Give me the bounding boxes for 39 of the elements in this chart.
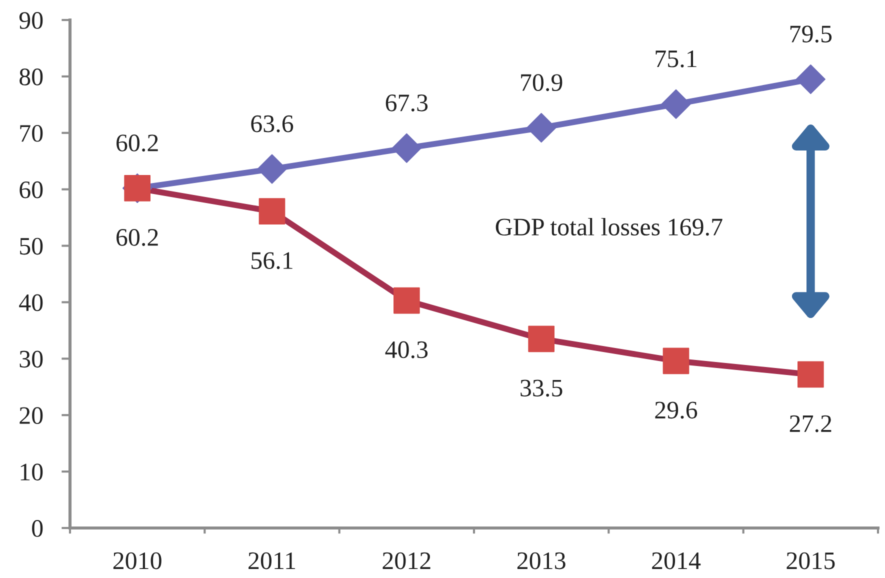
x-tick-label: 2012 — [382, 552, 430, 570]
data-label: 79.5 — [790, 26, 832, 43]
y-tick-label: 10 — [20, 464, 43, 480]
data-label: 60.2 — [116, 228, 158, 246]
point — [392, 133, 422, 163]
data-label: 75.1 — [656, 50, 696, 68]
y-tick-label: 40 — [19, 294, 43, 312]
annotation: GDP total losses 169.7 — [496, 218, 722, 236]
data-label: 33.5 — [520, 380, 562, 397]
y-tick-label: 20 — [20, 407, 43, 424]
y-tick-label: 90 — [19, 12, 43, 29]
point — [661, 89, 691, 119]
data-label: 63.6 — [251, 115, 294, 132]
x-tick-label: 2010 — [113, 552, 162, 570]
y-tick-label: 60 — [20, 181, 43, 198]
point — [528, 326, 555, 352]
y-tick-label: 30 — [20, 350, 43, 368]
data-label: 56.1 — [252, 252, 292, 270]
data-label: 70.9 — [521, 74, 562, 92]
data-label: 40.3 — [385, 341, 428, 358]
point — [797, 361, 824, 388]
data-label: 60.2 — [116, 134, 158, 152]
point — [257, 154, 287, 184]
point — [796, 64, 826, 94]
y-tick-label: 70 — [20, 124, 43, 142]
point — [526, 113, 556, 143]
x-tick-label: 2011 — [248, 552, 296, 570]
y-tick-label: 0 — [32, 520, 43, 537]
data-label: 27.2 — [790, 415, 832, 432]
data-label: 67.3 — [386, 94, 428, 112]
y-tick-label: 80 — [20, 68, 43, 86]
y-tick-label: 50 — [20, 238, 43, 255]
point — [258, 198, 286, 225]
x-tick-label: 2015 — [786, 552, 835, 570]
point — [662, 348, 690, 374]
x-tick-label: 2014 — [652, 552, 701, 570]
x-tick-label: 2013 — [517, 552, 566, 570]
data-label: 29.6 — [655, 402, 698, 419]
point — [393, 287, 420, 314]
